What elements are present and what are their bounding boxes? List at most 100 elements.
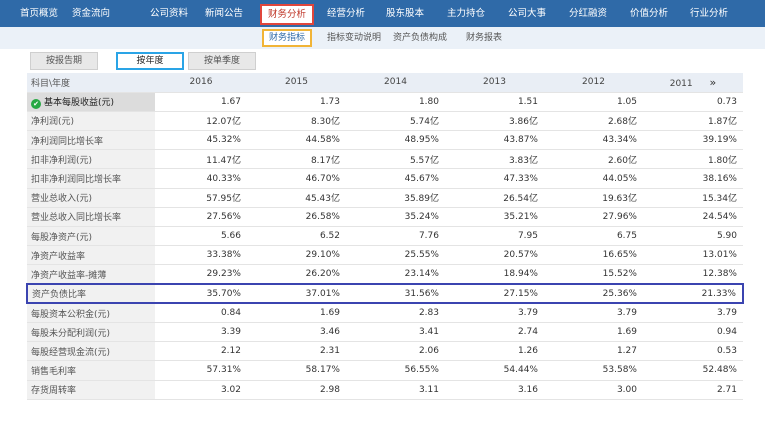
unit-label: 亿 (627, 117, 637, 128)
subnav-indicator-change-notes[interactable]: 指标变动说明 (327, 33, 382, 43)
cell-value: 45.43 (305, 194, 331, 205)
value-cell: 25.55% (346, 245, 445, 266)
value-cell: 3.00 (544, 380, 643, 400)
cell-value: 20.57% (503, 250, 538, 261)
cell-value: 27.56% (206, 211, 241, 222)
year-header-last: 2011 » (643, 73, 743, 93)
value-cell: 20.57% (445, 245, 544, 266)
cell-value: 2.06 (418, 346, 439, 357)
value-cell: 2.83 (346, 303, 445, 323)
row-label-cell: 资产负债比率 (26, 283, 155, 305)
row-label: 扣非净利润同比增长率 (31, 175, 122, 186)
value-cell: 24.54% (643, 207, 743, 228)
nav-company-events[interactable]: 公司大事 (508, 8, 547, 19)
table-row-highlighted: 资产负债比率 35.70% 37.01% 31.56% 27.15% 25.36% 21.3… (26, 283, 744, 305)
row-label-cell: 每股未分配利润(元) (27, 322, 155, 343)
nav-major-holdings[interactable]: 主力持仓 (447, 8, 486, 19)
cell-value: 5.66 (220, 231, 241, 242)
cell-value: 43.87% (503, 135, 538, 146)
nav-value-analysis[interactable]: 价值分析 (630, 8, 669, 19)
cell-value: 5.74 (409, 117, 430, 128)
nav-news-announce[interactable]: 新闻公告 (205, 8, 244, 19)
tab-by-year[interactable]: 按年度 (116, 52, 184, 70)
value-cell: 52.48% (643, 360, 743, 381)
unit-label: 亿 (627, 194, 637, 205)
nav-dividend-financing[interactable]: 分红融资 (569, 8, 608, 19)
cell-value: 13.01% (702, 250, 737, 261)
nav-operation-analysis[interactable]: 经营分析 (327, 8, 366, 19)
cell-value: 27.15% (503, 288, 538, 299)
nav-company-profile[interactable]: 公司资料 (150, 8, 189, 19)
row-label: 每股未分配利润(元) (31, 328, 111, 339)
value-cell: 1.80 (346, 92, 445, 112)
table-row: 净资产收益率-摊薄 29.23% 26.20% 23.14% 18.94% 15.52% 1… (27, 264, 743, 285)
cell-value: 12.07 (206, 117, 232, 128)
cell-value: 6.75 (616, 231, 637, 242)
value-cell: 35.24% (346, 207, 445, 228)
value-cell: 11.47亿 (155, 149, 247, 170)
cell-value: 0.73 (716, 96, 737, 107)
cell-value: 47.33% (503, 173, 538, 184)
value-cell: 31.56% (346, 283, 445, 305)
cell-value: 2.12 (220, 346, 241, 357)
value-cell: 13.01% (643, 245, 743, 266)
cell-value: 3.86 (508, 117, 529, 128)
value-cell: 26.54亿 (445, 188, 544, 208)
row-label: 基本每股收益(元) (44, 97, 115, 108)
value-cell: 1.87亿 (643, 111, 743, 132)
cell-value: 18.94% (503, 269, 538, 280)
cell-value: 26.58% (305, 211, 340, 222)
nav-financial-analysis[interactable]: 财务分析 (260, 4, 315, 25)
value-cell: 48.95% (346, 130, 445, 151)
value-cell: 5.66 (155, 226, 247, 247)
nav-industry-analysis[interactable]: 行业分析 (690, 8, 729, 19)
value-cell: 7.95 (445, 226, 544, 247)
subnav-financial-statements[interactable]: 财务报表 (466, 33, 503, 43)
unit-label: 亿 (231, 194, 241, 205)
cell-value: 43.34% (602, 135, 637, 146)
value-cell: 25.36% (544, 283, 643, 305)
cell-value: 5.57 (409, 155, 430, 166)
cell-value: 54.44% (503, 365, 538, 376)
subnav-financial-indicators[interactable]: 财务指标 (262, 29, 313, 47)
row-label-cell: 扣非净利润(元) (27, 149, 155, 170)
value-cell: 45.67% (346, 168, 445, 189)
value-cell: 5.90 (643, 226, 743, 247)
nav-capital-flow[interactable]: 资金流向 (72, 8, 111, 19)
value-cell: 45.43亿 (247, 188, 346, 208)
table-row: 每股净资产(元) 5.66 6.52 7.76 7.95 6.75 5.90 (27, 226, 743, 247)
cell-value: 3.79 (716, 308, 737, 319)
nav-home-overview[interactable]: 首页概览 (20, 8, 59, 19)
table-row: 净利润同比增长率 45.32% 44.58% 48.95% 43.87% 43.34% 39… (27, 130, 743, 151)
top-navigation: 首页概览 资金流向 公司资料 新闻公告 财务分析 经营分析 股东股本 主力持仓 … (0, 0, 765, 27)
sub-navigation: 财务指标 指标变动说明 资产负债构成 财务报表 (0, 27, 765, 49)
cell-value: 35.89 (404, 194, 430, 205)
cell-value: 2.60 (607, 155, 628, 166)
value-cell: 12.38% (643, 264, 743, 285)
table-row: 每股经营现金流(元) 2.12 2.31 2.06 1.26 1.27 0.53 (27, 341, 743, 362)
row-label-cell: 净资产收益率-摊薄 (27, 264, 155, 285)
value-cell: 3.11 (346, 380, 445, 400)
value-cell: 19.63亿 (544, 188, 643, 208)
tab-by-quarter[interactable]: 按单季度 (188, 52, 256, 70)
cell-value: 1.67 (220, 96, 241, 107)
value-cell: 54.44% (445, 360, 544, 381)
corner-header: 科目\年度 (27, 73, 155, 93)
cell-value: 25.36% (602, 288, 637, 299)
row-label-cell: 扣非净利润同比增长率 (27, 168, 155, 189)
cell-value: 3.79 (517, 308, 538, 319)
tab-by-report-period[interactable]: 按报告期 (30, 52, 98, 70)
value-cell: 0.94 (643, 322, 743, 343)
year-header-label: 2011 (669, 78, 693, 89)
subnav-balance-sheet-composition[interactable]: 资产负债构成 (393, 33, 448, 43)
value-cell: 3.79 (643, 303, 743, 323)
cell-value: 2.31 (319, 346, 340, 357)
value-cell: 0.73 (643, 92, 743, 112)
cell-value: 27.96% (602, 211, 637, 222)
double-chevron-right-icon[interactable]: » (709, 75, 717, 89)
cell-value: 48.95% (404, 135, 439, 146)
nav-shareholder-equity[interactable]: 股东股本 (386, 8, 425, 19)
value-cell: 1.26 (445, 341, 544, 362)
table-row: 扣非净利润(元) 11.47亿 8.17亿 5.57亿 3.83亿 2.60亿 1.80亿 (27, 149, 743, 170)
value-cell: 7.76 (346, 226, 445, 247)
